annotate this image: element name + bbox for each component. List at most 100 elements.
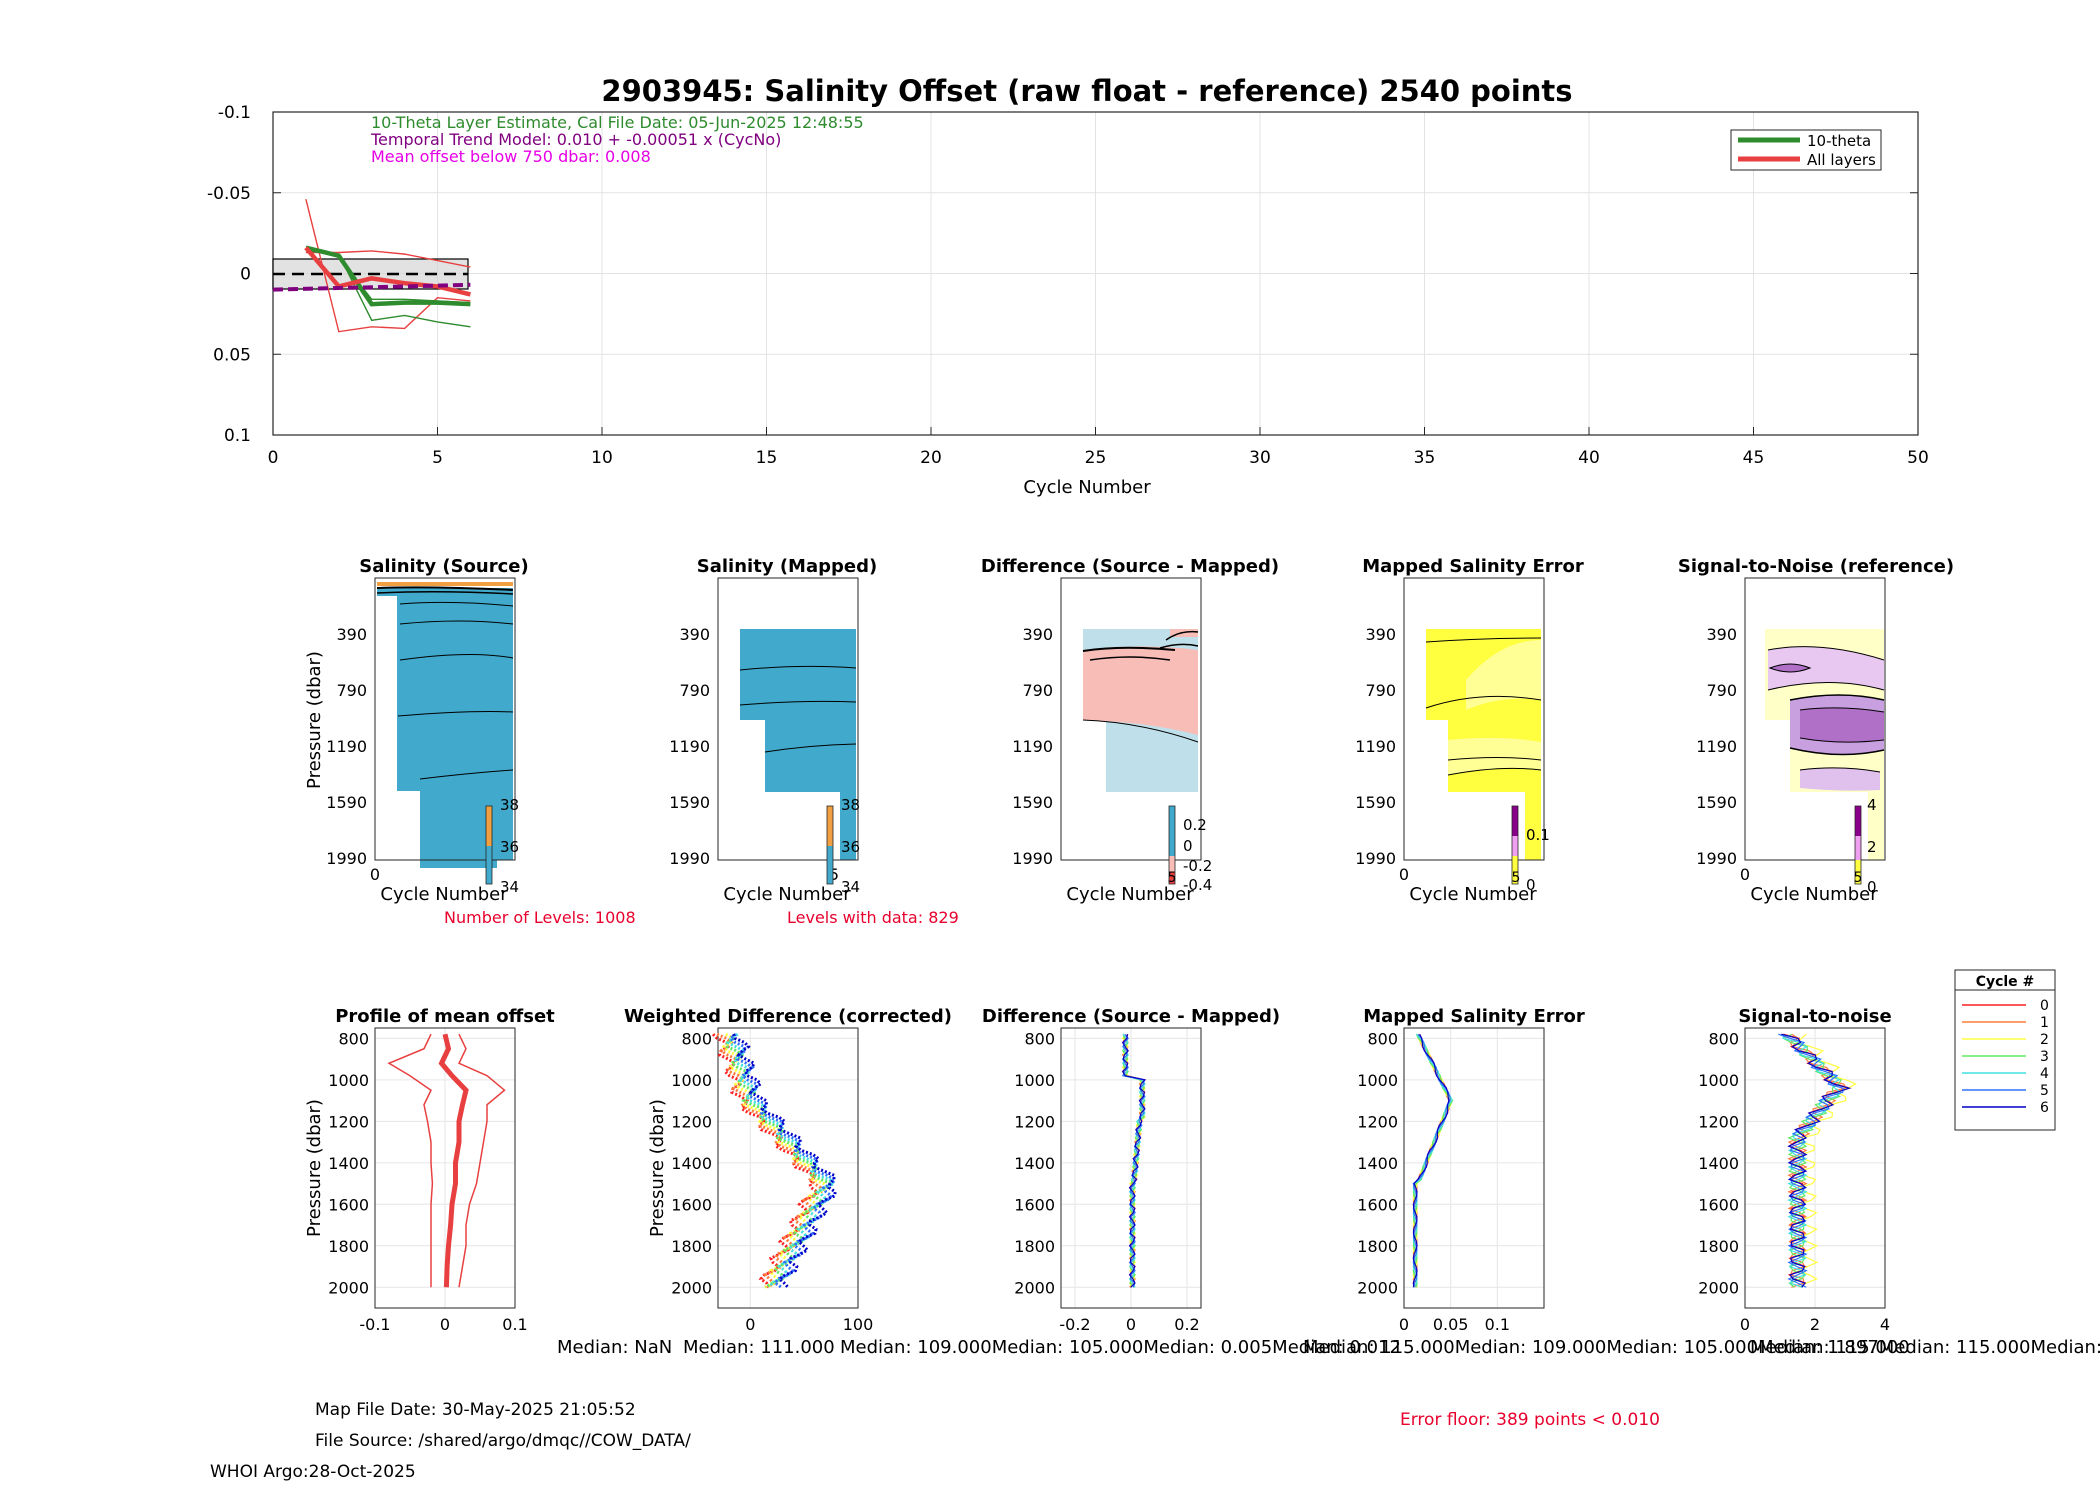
svg-text:1990: 1990: [669, 849, 710, 868]
svg-text:1590: 1590: [1012, 793, 1053, 812]
snr_profile-cycle-trace: [1795, 1033, 1857, 1288]
svg-text:34: 34: [841, 878, 860, 896]
err_profile-ytick-label: 1200: [1357, 1112, 1398, 1131]
snr_profile-xtick-label: 2: [1810, 1315, 1820, 1334]
svg-text:-0.4: -0.4: [1183, 876, 1212, 894]
mean_offset-xtick-label: -0.1: [359, 1315, 390, 1334]
mean_offset-ytick-label: 800: [338, 1029, 369, 1048]
offset-ytick-label: 0.05: [213, 345, 251, 365]
offset-annotation-3: Mean offset below 750 dbar: 0.008: [371, 147, 651, 166]
mean_offset-xtick-label: 0.1: [502, 1315, 527, 1334]
weighted_diff-ylabel: Pressure (dbar): [647, 1099, 668, 1237]
offset-ytick-label: 0.1: [224, 426, 251, 446]
offset-annotation-2: Temporal Trend Model: 0.010 + -0.00051 x…: [370, 130, 781, 149]
snr_profile-ytick-label: 1600: [1698, 1195, 1739, 1214]
snr_profile-ytick-label: 1200: [1698, 1112, 1739, 1131]
snr_profile-panel: Signal-to-noise8001000120014001600180020…: [1698, 1006, 1891, 1334]
offset-xtick-label: 50: [1907, 448, 1929, 468]
weighted_diff-ytick-label: 1000: [671, 1071, 712, 1090]
median-row: Median: NaN Median: 111.000 Median: 109.…: [557, 1337, 2100, 1358]
diff_profile-ytick-label: 1200: [1014, 1112, 1055, 1131]
snr_profile-ytick-label: 1400: [1698, 1154, 1739, 1173]
offset-ytick-label: -0.1: [218, 103, 251, 123]
snr_profile-xtick-label: 4: [1880, 1315, 1890, 1334]
snr_profile-cycle-trace: [1782, 1034, 1842, 1288]
error-map-xlabel: Cycle Number: [1409, 884, 1537, 905]
weighted_diff-axes: [717, 1027, 859, 1309]
difference-map-colorbar: 0.2 0 -0.2 -0.4 5: [1168, 805, 1212, 894]
err_profile-cycle-trace: [1412, 1033, 1451, 1288]
svg-text:5: 5: [1168, 870, 1177, 886]
legend-label-10-theta: 10-theta: [1807, 132, 1871, 150]
error-map-axes: [1403, 577, 1545, 861]
offset-series: [272, 199, 471, 333]
err_profile-xtick-label: 0.05: [1433, 1315, 1469, 1334]
cycle-legend-label: 0: [2040, 998, 2049, 1014]
offset-legend-box: [1730, 129, 1882, 171]
err_profile-xtick-label: 0.1: [1485, 1315, 1510, 1334]
snr_profile-ytick-label: 800: [1708, 1029, 1739, 1048]
svg-text:34: 34: [500, 878, 519, 896]
diff_profile-ytick-label: 1400: [1014, 1154, 1055, 1173]
cycle-legend-label: 6: [2040, 1100, 2049, 1116]
offset-series-all-layers: [304, 246, 471, 297]
file-source: File Source: /shared/argo/dmqc//COW_DATA…: [315, 1431, 691, 1451]
offset-series-10-theta: [305, 245, 471, 307]
err_profile-cycle-trace: [1412, 1034, 1451, 1288]
weighted_diff-title: Weighted Difference (corrected): [624, 1006, 952, 1027]
mean_offset-xtick-label: 0: [440, 1315, 450, 1334]
weighted_diff-xtick-label: 100: [843, 1315, 874, 1334]
offset-legend: 10-theta All layers: [1730, 129, 1882, 171]
offset-xtick-label: 15: [756, 448, 778, 468]
weighted_diff-ytick-label: 800: [681, 1029, 712, 1048]
error-map-field: [1425, 629, 1542, 860]
salinity-mapped-panel: Salinity (Mapped) 390 790 1190 1590 1990…: [669, 556, 958, 927]
diff_profile-panel: Difference (Source - Mapped) 800 1000 1200 1…: [982, 1006, 1280, 1334]
svg-text:4: 4: [1867, 796, 1877, 814]
svg-text:390: 390: [336, 625, 367, 644]
median-error: Median: 115.000Median: 109.000Median: 10…: [1303, 1337, 1910, 1358]
svg-text:38: 38: [841, 796, 860, 814]
offset-xtick-label: 25: [1085, 448, 1107, 468]
diff_profile-cycle-trace: [1121, 1034, 1147, 1288]
difference-map-yticks: 390 790 1190 1590 1990: [1012, 625, 1053, 868]
svg-text:0.2: 0.2: [1183, 816, 1207, 834]
svg-text:390: 390: [679, 625, 710, 644]
svg-text:1190: 1190: [1696, 737, 1737, 756]
err_profile-ytick-label: 1600: [1357, 1195, 1398, 1214]
err_profile-cycle-trace: [1412, 1034, 1450, 1288]
salinity-source-yticks: 390 790 1190 1590 1990: [326, 625, 367, 868]
salinity-mapped-axes: [717, 577, 859, 861]
err_profile-cycle-trace: [1412, 1033, 1454, 1288]
err_profile-cycle-trace: [1412, 1033, 1450, 1288]
weighted_diff-cycle-trace: [726, 1032, 837, 1288]
mean_offset-ytick-label: 1800: [328, 1237, 369, 1256]
weighted_diff-cycle-trace: [727, 1033, 837, 1289]
svg-text:790: 790: [1365, 681, 1396, 700]
snr_profile-axes: [1744, 1027, 1886, 1309]
diff_profile-axes: [1060, 1027, 1202, 1309]
salinity-source-colorbar: 38 36 34: [485, 796, 519, 896]
error-map-panel: Mapped Salinity Error 390 790 1190 1590 …: [1355, 556, 1584, 905]
diff_profile-ytick-label: 2000: [1014, 1278, 1055, 1297]
snr-map-field: [1765, 629, 1885, 860]
err_profile-ytick-label: 1000: [1357, 1071, 1398, 1090]
difference-map-axes: [1060, 577, 1202, 861]
svg-text:1190: 1190: [1355, 737, 1396, 756]
salinity-mapped-colorbar: 38 36 34: [826, 796, 860, 896]
svg-text:1590: 1590: [669, 793, 710, 812]
svg-text:1990: 1990: [1012, 849, 1053, 868]
weighted_diff-ytick-label: 2000: [671, 1278, 712, 1297]
difference-map-title: Difference (Source - Mapped): [981, 556, 1279, 577]
err_profile-ytick-label: 1800: [1357, 1237, 1398, 1256]
median-snr: Median: 1.897Median: 115.000Median: 105.…: [1750, 1337, 2100, 1358]
weighted_diff-ytick-label: 1600: [671, 1195, 712, 1214]
snr-map-colorbar: 4 2 0 5: [1854, 796, 1877, 896]
weighted_diff-cycle-trace: [731, 1033, 837, 1289]
mean_offset-ytick-label: 1200: [328, 1112, 369, 1131]
median-difference: Median: 109.000Median: 105.000Median: 0.…: [840, 1337, 1401, 1358]
diff_profile-ytick-label: 1800: [1014, 1237, 1055, 1256]
salinity-source-title: Salinity (Source): [359, 556, 528, 577]
offset-xtick-label: 20: [920, 448, 942, 468]
err_profile-cycle-trace: [1412, 1034, 1453, 1288]
